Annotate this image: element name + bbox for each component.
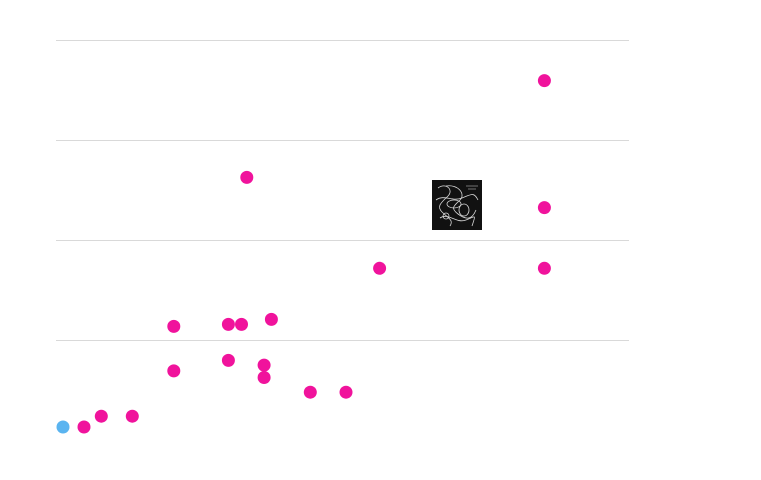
data-point-14[interactable] (303, 385, 317, 399)
data-point-7[interactable] (221, 353, 235, 367)
artwork-thumbnail-icon[interactable] (432, 180, 482, 230)
data-point-5[interactable] (167, 364, 181, 378)
data-points (56, 74, 551, 434)
data-point-10[interactable] (240, 170, 254, 184)
gridlines (56, 40, 629, 341)
data-point-19[interactable] (537, 74, 551, 88)
data-point-13[interactable] (264, 312, 278, 326)
data-point-9[interactable] (235, 317, 248, 331)
data-point-12[interactable] (257, 371, 271, 384)
data-point-1[interactable] (56, 420, 70, 434)
data-point-8[interactable] (221, 317, 235, 331)
data-point-4[interactable] (125, 409, 139, 423)
data-point-6[interactable] (167, 319, 181, 333)
data-point-11[interactable] (257, 358, 271, 372)
data-point-18[interactable] (537, 201, 551, 215)
data-point-16[interactable] (373, 261, 387, 275)
data-point-17[interactable] (537, 261, 551, 275)
data-point-2[interactable] (77, 420, 91, 434)
data-point-15[interactable] (339, 385, 353, 399)
data-point-3[interactable] (94, 409, 108, 423)
